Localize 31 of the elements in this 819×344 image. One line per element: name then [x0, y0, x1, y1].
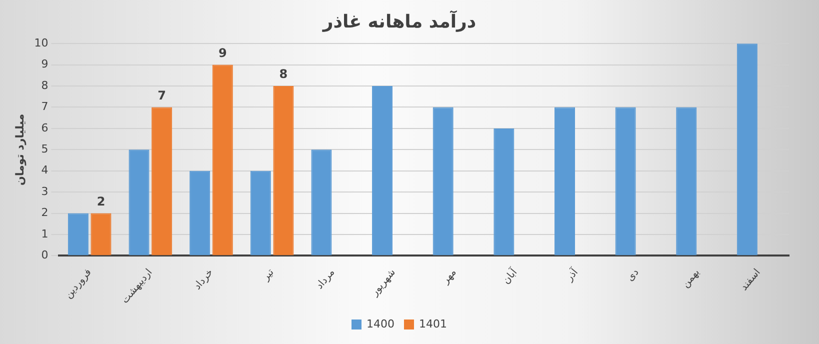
y-tick-label: 7: [41, 100, 48, 114]
y-tick-label: 8: [41, 78, 48, 92]
x-tick-label: مرداد: [314, 267, 338, 292]
data-label: 9: [218, 46, 227, 60]
y-tick-label: 3: [41, 184, 48, 198]
legend-label: 1401: [419, 317, 447, 330]
x-tick-label: اردیبهشت: [120, 267, 155, 306]
y-tick-label: 5: [41, 142, 48, 156]
y-tick-label: 0: [41, 248, 48, 262]
y-tick-label: 9: [41, 58, 48, 71]
y-axis-title: میلیارد تومان: [13, 114, 26, 186]
x-tick-label: مهر: [440, 267, 459, 287]
x-tick-label: اسفند: [738, 267, 763, 293]
y-tick-label: 2: [41, 206, 48, 220]
data-label: 2: [96, 194, 106, 208]
x-tick-label: تیر: [260, 266, 276, 284]
x-tick-label: شهریور: [368, 267, 398, 299]
data-label: 7: [158, 88, 166, 102]
x-tick-label: آبان: [499, 264, 520, 286]
x-tick-label: بهمن: [680, 267, 702, 290]
legend-label: 1400: [366, 317, 395, 330]
y-tick-label: 1: [41, 227, 48, 240]
x-tick-label: دی: [624, 267, 642, 284]
chart-title: درآمد ماهانه غاذر: [322, 9, 476, 32]
data-label: 8: [279, 67, 288, 82]
y-tick-label: 10: [34, 36, 48, 50]
x-tick-label: خرداد: [192, 267, 216, 292]
y-tick-label: 4: [41, 164, 48, 177]
x-tick-label: آذر: [562, 264, 582, 284]
x-tick-label: فروردین: [63, 266, 94, 301]
y-tick-label: 6: [41, 121, 48, 134]
